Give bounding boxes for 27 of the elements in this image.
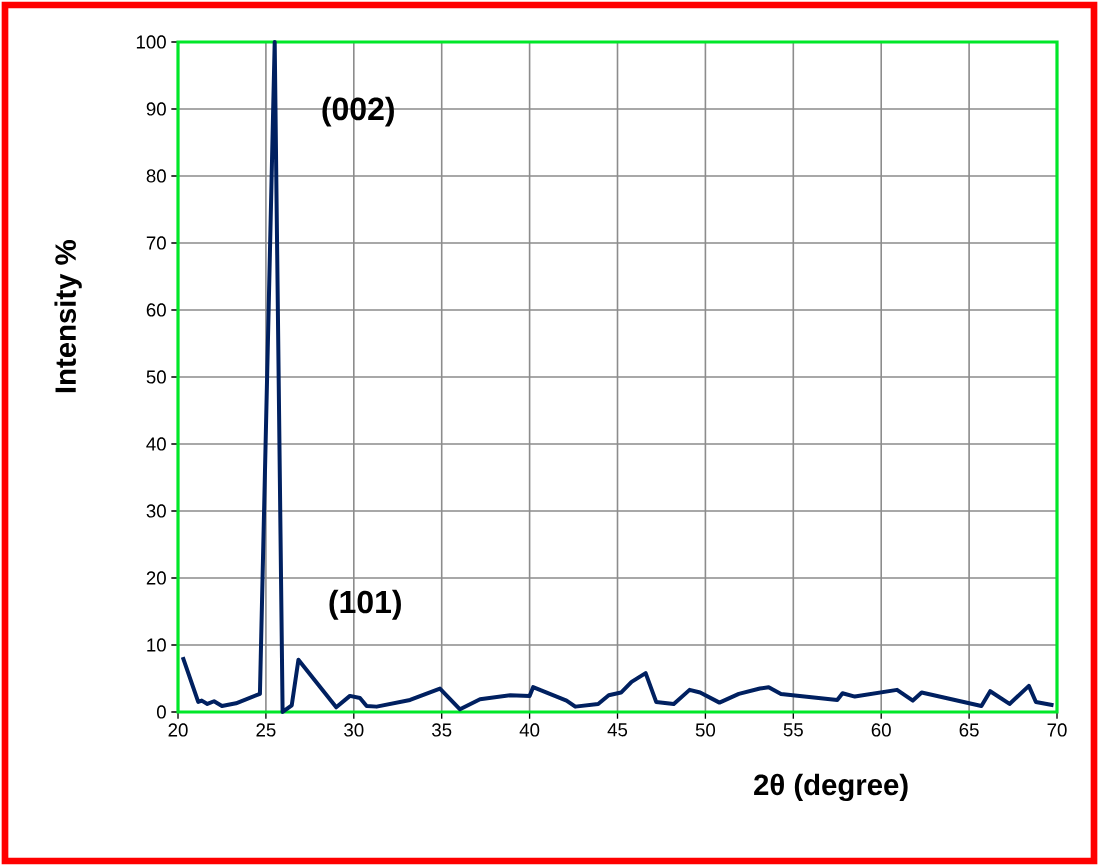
y-tick-label: 10 — [147, 638, 166, 652]
x-tick-label: 20 — [168, 723, 188, 737]
y-tick-label: 100 — [136, 35, 166, 49]
x-tick-label: 60 — [871, 723, 891, 737]
y-tick-label: 30 — [146, 504, 166, 518]
y-tick-label: 80 — [146, 169, 166, 183]
x-tick-label: 50 — [695, 723, 716, 737]
y-tick-label: 60 — [146, 303, 166, 317]
x-tick-label: 45 — [607, 723, 628, 737]
y-tick-label: 50 — [146, 370, 166, 384]
y-axis-title: Intensity % — [54, 240, 82, 393]
y-tick-label: 90 — [146, 102, 166, 116]
y-tick-label: 70 — [146, 236, 166, 250]
x-tick-label: 40 — [519, 723, 540, 737]
x-tick-label: 30 — [344, 723, 364, 737]
line-series — [180, 39, 1056, 714]
x-tick-label: 70 — [1047, 723, 1067, 737]
x-tick-label: 25 — [256, 723, 276, 737]
x-axis-title: 2θ (degree) — [754, 773, 908, 802]
y-tick-label: 40 — [146, 437, 166, 451]
annotation: (101) — [329, 589, 401, 620]
x-tick-label: 65 — [959, 723, 979, 737]
x-tick-label: 55 — [783, 723, 803, 737]
y-tick-label: 0 — [156, 705, 166, 719]
y-tick-label: 20 — [146, 571, 166, 585]
annotation: (002) — [322, 96, 394, 127]
x-tick-label: 35 — [432, 723, 452, 737]
